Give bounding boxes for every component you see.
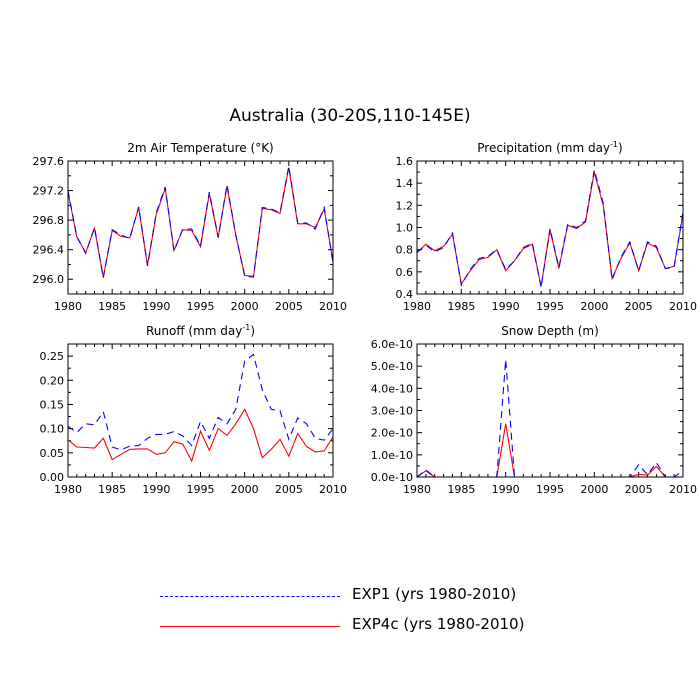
x-tick-label: 2000 (231, 300, 259, 313)
y-tick-label: 296.8 (33, 214, 65, 227)
x-tick-label: 1980 (54, 300, 82, 313)
y-tick-label: 4.0e-10 (371, 382, 413, 395)
x-tick-label: 1995 (536, 483, 564, 496)
panel-title-precipitation: Precipitation (mm day-1) (477, 140, 622, 155)
y-tick-label: 296.0 (33, 273, 65, 286)
panel-title-runoff: Runoff (mm day-1) (146, 323, 255, 338)
y-tick-label: 0.20 (40, 374, 65, 387)
y-tick-label: 297.6 (33, 155, 65, 168)
plot-frame (416, 343, 684, 478)
x-tick-label: 1980 (54, 483, 82, 496)
panel-runoff: Runoff (mm day-1) 1980 1985 1990 1995 2000 200… (40, 323, 348, 496)
x-tick-label: 2010 (669, 483, 697, 496)
plot-frame (416, 160, 684, 295)
x-tick-label: 1995 (187, 483, 215, 496)
x-tick-label: 2005 (625, 300, 653, 313)
legend-label-exp1: EXP1 (yrs 1980-2010) (352, 585, 517, 603)
y-tick-label: 0.00 (40, 471, 65, 484)
y-tick-label: 0.15 (40, 398, 65, 411)
y-tick-label: 0.6 (396, 266, 414, 279)
x-tick-label: 1990 (142, 483, 170, 496)
panel-title-text: 2m Air Temperature (°K) (127, 141, 274, 155)
y-tick-label: 0.10 (40, 423, 65, 436)
panel-title-snow-depth: Snow Depth (m) (501, 324, 599, 338)
y-tick-label: 1.0e-10 (371, 449, 413, 462)
panel-snow-depth: Snow Depth (m) 1980 1985 1990 1995 2000 2005 20… (371, 324, 697, 496)
panel-title-end: ) (618, 141, 623, 155)
panel-temperature: 2m Air Temperature (°K) 1980 1985 1990 1995 2… (33, 141, 348, 313)
series-line-exp1 (417, 359, 683, 477)
legend-label-exp4c: EXP4c (yrs 1980-2010) (352, 615, 525, 633)
x-tick-label: 1995 (536, 300, 564, 313)
panel-title-text: Runoff (mm day (146, 324, 242, 338)
y-tick-label: 1.6 (396, 155, 414, 168)
x-tick-label: 1990 (492, 300, 520, 313)
x-tick-label: 2000 (580, 483, 608, 496)
panel-title-temperature: 2m Air Temperature (°K) (127, 141, 274, 155)
x-tick-label: 1985 (447, 483, 475, 496)
panel-title-superscript: -1 (610, 140, 618, 149)
series-line-exp1 (68, 353, 333, 451)
x-tick-label: 2010 (669, 300, 697, 313)
series-line-exp4c (68, 408, 333, 463)
y-tick-label: 0.05 (40, 447, 65, 460)
y-tick-label: 296.4 (33, 244, 65, 257)
legend: EXP1 (yrs 1980-2010) EXP4c (yrs 1980-201… (160, 585, 580, 655)
x-tick-label: 1980 (403, 300, 431, 313)
series-line-exp4c (417, 423, 683, 477)
x-tick-label: 2010 (319, 483, 347, 496)
series-line-exp1 (417, 169, 683, 288)
y-tick-label: 3.0e-10 (371, 405, 413, 418)
x-tick-label: 1995 (187, 300, 215, 313)
legend-swatch-exp1 (160, 596, 340, 597)
y-tick-label: 0.8 (396, 244, 414, 257)
y-tick-label: 1.2 (396, 199, 414, 212)
y-tick-label: 1.0 (396, 222, 414, 235)
x-tick-label: 2005 (275, 300, 303, 313)
panel-title-text: Snow Depth (m) (501, 324, 599, 338)
x-tick-label: 1980 (403, 483, 431, 496)
y-tick-label: 0.0e-10 (371, 471, 413, 484)
plot-frame (67, 160, 334, 295)
series-line-exp1 (68, 166, 333, 278)
y-tick-label: 1.4 (396, 177, 414, 190)
x-tick-label: 2000 (231, 483, 259, 496)
plot-frame (67, 343, 334, 478)
y-tick-label: 297.2 (33, 185, 65, 198)
x-tick-label: 1985 (98, 483, 126, 496)
x-tick-label: 2005 (625, 483, 653, 496)
x-tick-label: 2005 (275, 483, 303, 496)
legend-swatch-exp4c (160, 626, 340, 627)
y-tick-label: 0.4 (396, 288, 414, 301)
y-tick-label: 0.25 (40, 350, 65, 363)
x-tick-label: 1985 (447, 300, 475, 313)
series-line-exp4c (68, 167, 333, 278)
panel-precipitation: Precipitation (mm day-1) 1980 1985 1990 1995… (396, 140, 698, 313)
legend-item-exp4c: EXP4c (yrs 1980-2010) (160, 615, 580, 639)
y-tick-label: 2.0e-10 (371, 427, 413, 440)
panel-title-superscript: -1 (242, 323, 250, 332)
x-tick-label: 2010 (319, 300, 347, 313)
y-tick-label: 6.0e-10 (371, 338, 413, 351)
panel-title-text: Precipitation (mm day (477, 141, 610, 155)
x-tick-label: 2000 (580, 300, 608, 313)
figure-title: Australia (30-20S,110-145E) (229, 106, 471, 126)
x-tick-label: 1990 (492, 483, 520, 496)
x-tick-label: 1985 (98, 300, 126, 313)
x-tick-label: 1990 (142, 300, 170, 313)
panel-title-end: ) (250, 324, 255, 338)
y-tick-label: 5.0e-10 (371, 360, 413, 373)
legend-item-exp1: EXP1 (yrs 1980-2010) (160, 585, 580, 609)
